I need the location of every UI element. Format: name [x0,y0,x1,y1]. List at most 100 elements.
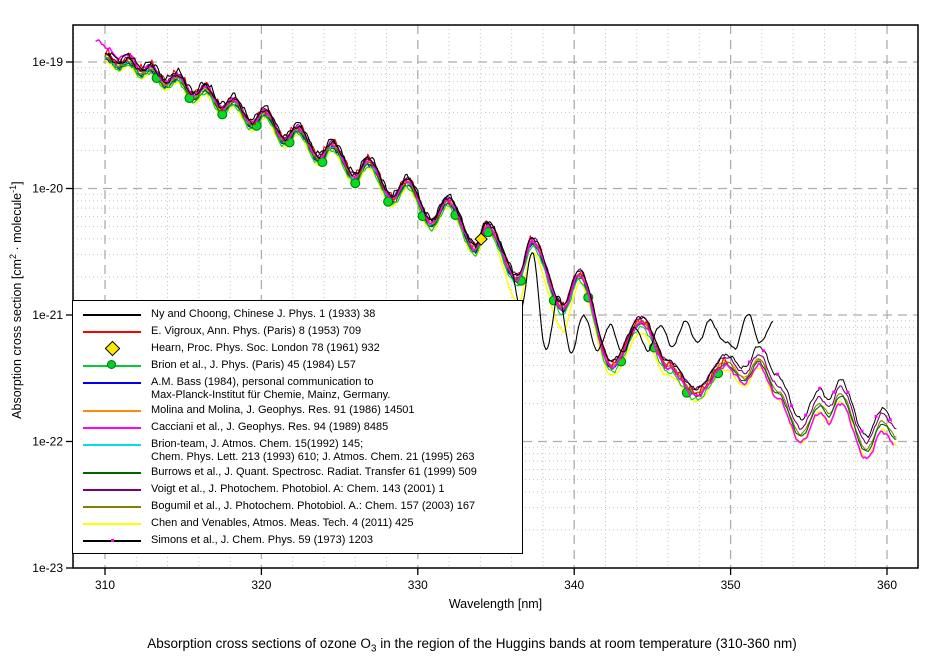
legend-item-vigroux: E. Vigroux, Ann. Phys. (Paris) 8 (1953) … [73,323,522,340]
y-tick-label-1e-20: 1e-20 [32,182,63,196]
legend-swatch-voigt [73,481,151,498]
legend-swatch-hearn [73,340,151,357]
legend-label-line: Chem. Phys. Lett. 213 (1993) 610; J. Atm… [151,451,475,463]
legend-swatch-brion84 [73,357,151,374]
legend-label: Molina and Molina, J. Geophys. Res. 91 (… [151,402,415,417]
simons-dot-marker [860,429,864,433]
brion-circle-marker [383,196,394,207]
y-tick-label-1e-22: 1e-22 [32,435,63,449]
legend-line-icon [83,427,141,429]
legend-line-icon [83,472,141,474]
legend-item-brion84: Brion et al., J. Phys. (Paris) 45 (1984)… [73,357,522,374]
legend-label-line: Max-Planck-Institut für Chemie, Mainz, G… [151,389,391,401]
x-tick-label-310: 310 [95,578,115,592]
legend-label: Chen and Venables, Atmos. Meas. Tech. 4 … [151,515,414,530]
legend-swatch-burrows [73,464,151,481]
legend-swatch-vigroux [73,323,151,340]
y-tick-label-1e-19: 1e-19 [32,55,63,69]
dot-marker-icon [111,539,114,542]
legend-swatch-chen [73,515,151,532]
legend-item-hearn: Hearn, Proc. Phys. Soc. London 78 (1961)… [73,340,522,357]
simons-dot-marker [888,417,892,421]
series-cacciani-line [95,39,894,460]
brion-circle-marker [350,178,361,189]
legend-label-line: Ny and Choong, Chinese J. Phys. 1 (1933)… [151,308,376,320]
legend-line-icon [83,523,141,525]
legend-line-icon [83,444,141,446]
legend-label-line: Brion-team, J. Atmos. Chem. 15(1992) 145… [151,438,364,450]
y-tick-label-1e-23: 1e-23 [32,561,63,575]
legend-item-simons: Simons et al., J. Chem. Phys. 59 (1973) … [73,532,522,549]
x-axis-label: Wavelength [nm] [448,597,543,611]
legend-line-icon [83,382,141,384]
legend-label-line: Burrows et al., J. Quant. Spectrosc. Rad… [151,466,477,478]
y-tick-label-1e-21: 1e-21 [32,308,63,322]
simons-dot-marker [747,360,751,364]
legend-item-chen: Chen and Venables, Atmos. Meas. Tech. 4 … [73,515,522,532]
x-tick-label-350: 350 [721,578,741,592]
legend-item-bogumil: Bogumil et al., J. Photochem. Photobiol.… [73,498,522,515]
diamond-marker-icon [104,340,121,357]
legend-line-icon [83,489,141,491]
simons-dot-marker [818,386,822,390]
x-tick-label-320: 320 [251,578,271,592]
plot-border [72,24,919,569]
legend-swatch-simons [73,532,151,549]
legend-item-bass: A.M. Bass (1984), personal communication… [73,374,522,402]
legend-label-line: Hearn, Proc. Phys. Soc. London 78 (1961)… [151,342,380,354]
legend-swatch-ny [73,306,151,323]
legend-label-line: Voigt et al., J. Photochem. Photobiol. A… [151,483,445,495]
data-series [95,39,898,460]
legend-label: Voigt et al., J. Photochem. Photobiol. A… [151,481,445,496]
series-ny-line [107,52,774,354]
legend-label: Brion-team, J. Atmos. Chem. 15(1992) 145… [151,436,474,464]
x-tick-label-340: 340 [564,578,584,592]
series-simons-line [104,53,893,438]
legend-swatch-bass [73,374,151,391]
legend-label: E. Vigroux, Ann. Phys. (Paris) 8 (1953) … [151,323,361,338]
legend-swatch-cacciani [73,419,151,436]
simons-dot-marker [790,404,794,408]
legend-item-burrows: Burrows et al., J. Quant. Spectrosc. Rad… [73,464,522,481]
legend-label-line: Chen and Venables, Atmos. Meas. Tech. 4 … [151,517,414,529]
legend-item-ny: Ny and Choong, Chinese J. Phys. 1 (1933)… [73,306,522,323]
legend-label: Burrows et al., J. Quant. Spectrosc. Rad… [151,464,477,479]
y-axis-label: Absorption cross section [cm2 · molecule… [7,181,25,419]
legend-item-voigt: Voigt et al., J. Photochem. Photobiol. A… [73,481,522,498]
legend-label-line: Bogumil et al., J. Photochem. Photobiol.… [151,500,476,512]
hearn-diamond-marker [474,232,488,246]
legend-swatch-molina [73,402,151,419]
legend-label: Brion et al., J. Phys. (Paris) 45 (1984)… [151,357,356,372]
legend-line-icon [83,506,141,508]
simons-dot-marker [776,372,780,376]
simons-dot-marker [846,390,850,394]
legend-label: Bogumil et al., J. Photochem. Photobiol.… [151,498,475,513]
legend-label-line: Molina and Molina, J. Geophys. Res. 91 (… [151,404,415,416]
legend-line-icon [83,314,141,316]
simons-dot-marker [832,390,836,394]
x-tick-label-360: 360 [877,578,897,592]
legend-label: Ny and Choong, Chinese J. Phys. 1 (1933)… [151,306,375,321]
legend-line-icon [83,410,141,412]
legend-item-cacciani: Cacciani et al., J. Geophys. Res. 94 (19… [73,419,522,436]
series-burrows-line [104,58,897,452]
legend-label-line: E. Vigroux, Ann. Phys. (Paris) 8 (1953) … [151,325,362,337]
axis-ticks: 310 320 330 340 350 360 1e-19 1e-20 1e-21 1e-22 1e… [32,55,897,592]
legend-item-molina: Molina and Molina, J. Geophys. Res. 91 (… [73,402,522,419]
simons-dot-marker [804,413,808,417]
legend-label: A.M. Bass (1984), personal communication… [151,374,390,402]
legend-label-line: Simons et al., J. Chem. Phys. 59 (1973) … [151,534,373,546]
circle-marker-icon [107,360,116,369]
legend-item-brionteam: Brion-team, J. Atmos. Chem. 15(1992) 145… [73,436,522,464]
legend-swatch-brionteam [73,436,151,453]
legend-label: Simons et al., J. Chem. Phys. 59 (1973) … [151,532,373,547]
simons-dot-marker [874,414,878,418]
x-tick-label-330: 330 [408,578,428,592]
legend-line-icon [83,331,141,333]
caption: Absorption cross sections of ozone O3 in… [147,636,797,655]
legend-swatch-bogumil [73,498,151,515]
simons-dot-marker [761,349,765,353]
legend-label: Cacciani et al., J. Geophys. Res. 94 (19… [151,419,388,434]
